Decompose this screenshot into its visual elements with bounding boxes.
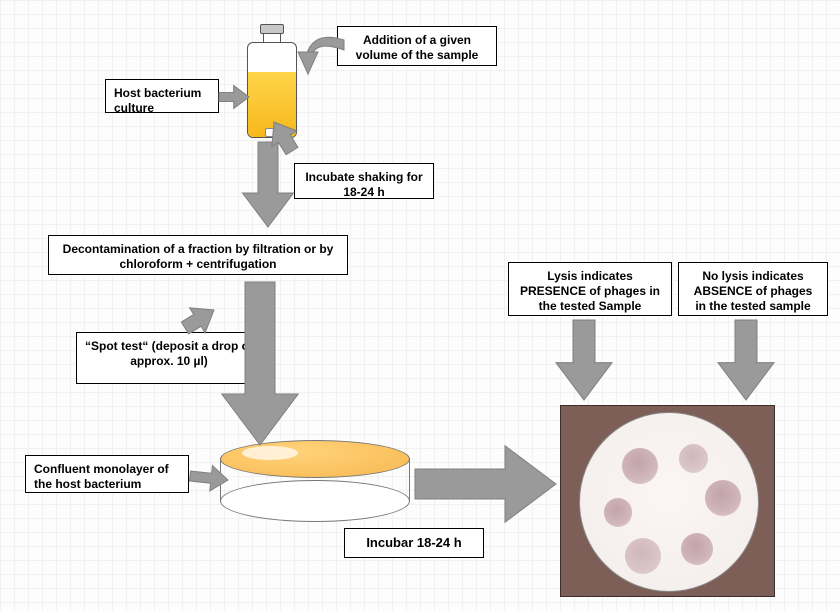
result-plate-photo [560, 405, 775, 597]
label-monolayer: Confluent monolayer of the host bacteriu… [25, 455, 189, 493]
label-lysis-absence: No lysis indicates ABSENCE of phages in … [678, 262, 828, 316]
label-decontamination: Decontamination of a fraction by filtrat… [48, 235, 348, 275]
label-host-culture: Host bacterium culture [105, 79, 219, 113]
label-incubar: Incubar 18-24 h [344, 528, 484, 558]
label-lysis-presence: Lysis indicates PRESENCE of phages in th… [508, 262, 672, 316]
petri-dish-icon [220, 440, 410, 522]
label-incubate-shaking: Incubate shaking for 18-24 h [294, 163, 434, 199]
flask-icon [247, 24, 297, 139]
label-spot-test: “Spot test“ (deposit a drop of approx. 1… [76, 332, 262, 384]
label-addition: Addition of a given volume of the sample [337, 26, 497, 66]
